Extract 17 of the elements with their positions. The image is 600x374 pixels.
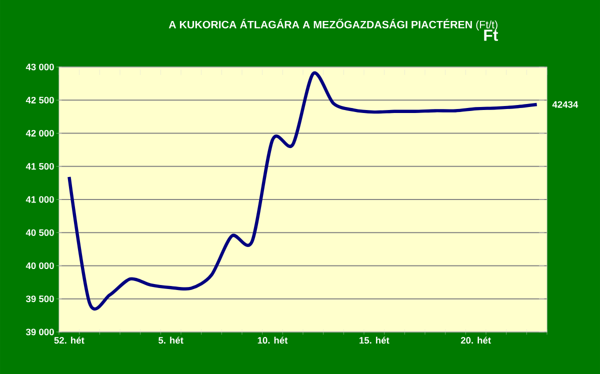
y-tick-label: 41 000 xyxy=(26,196,54,203)
y-tick-label: 39 000 xyxy=(26,328,54,336)
x-tick-label: 20. hét xyxy=(460,336,491,344)
x-tick-label: 10. hét xyxy=(258,336,288,344)
text: Ft xyxy=(484,30,498,41)
y-tick-label: 41 500 xyxy=(26,163,54,170)
x-tick-label: 52. hét xyxy=(54,336,84,344)
x-tick-label: 5. hét xyxy=(158,336,184,344)
x-tick-label: 15. hét xyxy=(360,336,390,344)
y-tick-label: 40 500 xyxy=(26,229,54,236)
y-tick-label: 40 000 xyxy=(26,262,54,270)
data-label: 42434 xyxy=(552,101,578,108)
y-tick-label: 43 000 xyxy=(26,64,54,70)
chart-title: A KUKORICA ÁTLAGÁRA A MEZŐGAZDASÁGI PIACTÉREN (Ft/t) xyxy=(168,18,498,30)
y-tick-label: 42 500 xyxy=(26,96,54,104)
y-tick-label: 39 500 xyxy=(26,296,54,302)
y-tick-label: 42 000 xyxy=(26,130,54,137)
